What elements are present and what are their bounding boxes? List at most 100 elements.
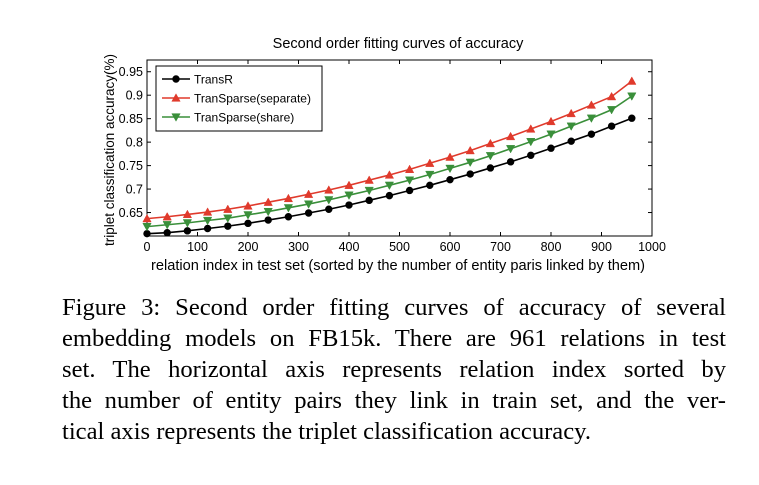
caption-line: set. The horizontal axis represents rela… (62, 356, 726, 383)
data-point (345, 201, 353, 209)
caption-line: tical axis represents the triplet classi… (62, 418, 591, 445)
data-point (202, 207, 213, 216)
data-point (264, 216, 272, 224)
data-point (324, 196, 334, 205)
data-point (182, 209, 193, 219)
y-tick-label: 0.95 (119, 65, 143, 79)
legend-label: TranSparse(share) (194, 111, 294, 125)
data-point (325, 205, 333, 213)
data-point (404, 164, 415, 173)
data-point (404, 176, 415, 185)
legend-item: TransR (162, 73, 233, 87)
data-point (385, 191, 394, 200)
data-point (303, 189, 314, 198)
data-point (142, 223, 152, 232)
chart-title: Second order fitting curves of accuracy (273, 36, 524, 52)
series-2 (142, 92, 637, 232)
data-point (446, 175, 454, 184)
data-point (526, 138, 536, 147)
y-tick-label: 0.85 (119, 112, 143, 126)
legend-item: TranSparse(share) (162, 111, 294, 125)
legend: TransR TranSparse(separate) TranSparse(sha… (155, 65, 323, 132)
x-axis: 0 100 200 300 400 500 600 700 800 900 1000 (144, 60, 666, 254)
data-point (365, 196, 373, 205)
data-point (162, 221, 172, 230)
data-point (263, 207, 273, 217)
caption-line: Figure 3: Second order fitting curves of… (62, 294, 726, 321)
data-point (324, 185, 334, 194)
x-tick-label: 1000 (638, 240, 666, 254)
figure-caption: Figure 3: Second order fitting curves of… (62, 292, 726, 447)
data-point (465, 158, 475, 168)
data-point (263, 197, 273, 206)
data-point (445, 164, 455, 174)
data-point (505, 131, 516, 141)
data-point (304, 209, 313, 217)
data-point (142, 213, 152, 223)
data-point (526, 124, 536, 133)
data-point (283, 204, 294, 213)
y-tick-label: 0.7 (126, 183, 143, 197)
caption-line: embedding models on FB15k. There are 961… (62, 325, 726, 352)
data-point (527, 151, 535, 159)
data-point (224, 222, 232, 230)
x-tick-label: 400 (339, 240, 360, 254)
data-point (364, 186, 374, 196)
data-point (243, 211, 253, 220)
data-point (547, 144, 555, 152)
y-axis: 0.65 0.7 0.75 0.8 0.85 0.9 0.95 (119, 65, 652, 220)
data-point (384, 181, 395, 191)
data-point (566, 108, 576, 118)
y-tick-label: 0.75 (119, 159, 143, 173)
y-tick-label: 0.65 (119, 206, 143, 220)
data-point (587, 130, 596, 138)
series-0 (143, 114, 636, 238)
data-point (202, 216, 213, 226)
data-point (627, 92, 637, 101)
line-chart: 0.65 0.7 0.75 0.8 0.85 0.9 0.95 0 100 200 300 400 5… (102, 36, 666, 274)
data-point (344, 180, 354, 189)
data-point (505, 145, 516, 154)
caption-line: the number of entity pairs they link in … (62, 387, 726, 414)
data-point (283, 193, 294, 203)
data-point (586, 100, 597, 109)
data-point (183, 227, 192, 235)
data-point (162, 212, 172, 221)
data-point (546, 116, 556, 126)
x-tick-label: 300 (288, 240, 309, 254)
data-point (567, 137, 575, 145)
data-point (546, 130, 556, 139)
series-1 (142, 76, 637, 223)
data-point (384, 170, 395, 179)
data-point (364, 175, 374, 184)
data-point (606, 91, 617, 101)
x-axis-label: relation index in test set (sorted by th… (151, 258, 645, 274)
y-axis-label: triplet classification accuracy(%) (102, 54, 117, 246)
data-point (485, 138, 496, 148)
data-point (425, 158, 435, 167)
data-point (486, 164, 495, 172)
x-tick-label: 100 (187, 240, 208, 254)
data-point (627, 76, 637, 85)
legend-marker (171, 113, 181, 122)
data-point (243, 201, 253, 210)
data-point (244, 219, 252, 228)
data-point (223, 214, 233, 223)
data-point (426, 181, 434, 190)
data-point (607, 122, 616, 130)
x-tick-label: 500 (389, 240, 410, 254)
data-point (203, 224, 212, 233)
data-point (485, 152, 496, 161)
data-point (303, 200, 314, 209)
data-point (586, 114, 597, 123)
legend-item: TranSparse(separate) (162, 92, 311, 106)
legend-marker (172, 75, 180, 83)
y-tick-label: 0.8 (126, 136, 143, 150)
x-tick-label: 600 (440, 240, 461, 254)
legend-marker (171, 93, 181, 102)
data-point (465, 145, 475, 155)
series-layer (142, 76, 637, 238)
data-point (628, 114, 636, 122)
y-tick-label: 0.9 (126, 89, 143, 103)
